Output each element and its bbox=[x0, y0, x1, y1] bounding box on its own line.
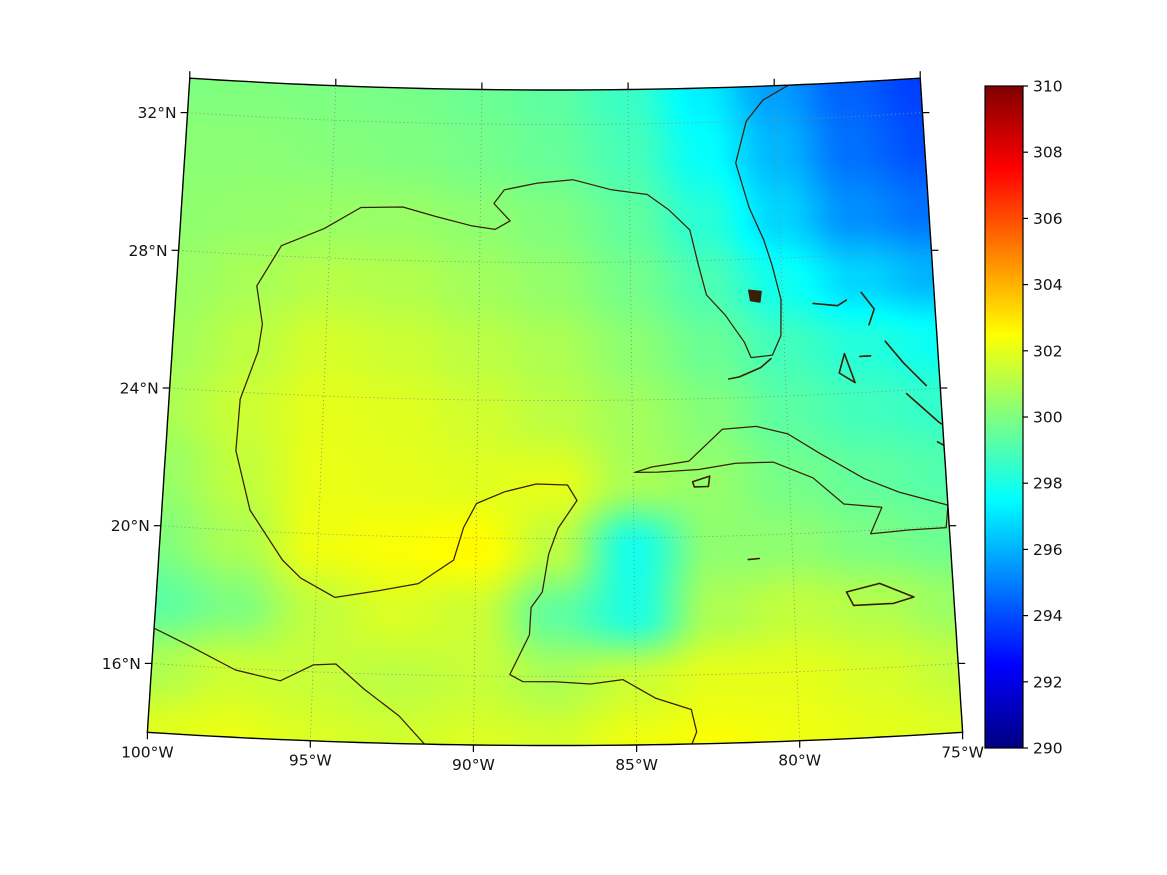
colorbar-tick-label: 302 bbox=[1033, 342, 1063, 360]
colorbar-tick-label: 294 bbox=[1033, 607, 1063, 625]
gridline-meridian bbox=[627, 89, 638, 746]
gridline-parallel bbox=[178, 249, 932, 263]
coastline-jamaica bbox=[845, 582, 915, 607]
coastline-andros bbox=[838, 352, 856, 384]
map-frame bbox=[146, 77, 964, 747]
coastline-lake-okeechobee bbox=[748, 289, 762, 303]
colorbar-tick-label: 308 bbox=[1033, 144, 1063, 162]
gridline-meridian bbox=[773, 85, 801, 741]
coastline-florida-keys bbox=[727, 357, 772, 380]
lon-tick-label: 80°W bbox=[778, 752, 821, 770]
gridline-meridian bbox=[309, 85, 337, 741]
colorbar-bar bbox=[984, 85, 1024, 749]
colorbar-tick-label: 306 bbox=[1033, 210, 1063, 228]
coastline-abaco bbox=[860, 291, 875, 326]
gridline-parallel bbox=[151, 662, 959, 677]
graticule bbox=[147, 78, 963, 746]
lat-tick-label: 16°N bbox=[102, 655, 141, 673]
axis-ticks bbox=[144, 71, 966, 752]
lat-tick-label: 28°N bbox=[129, 242, 168, 260]
coastline-pacific-mexico bbox=[147, 624, 429, 746]
coastlines bbox=[147, 82, 950, 746]
coastline-cayman-islands bbox=[747, 557, 761, 561]
lat-tick-label: 20°N bbox=[111, 517, 150, 535]
gridline-parallel bbox=[169, 387, 941, 401]
gridline-parallel bbox=[187, 112, 923, 125]
colorbar-tick-label: 300 bbox=[1033, 409, 1063, 427]
colorbar-tick-label: 310 bbox=[1033, 78, 1063, 96]
colorbar-tick-label: 290 bbox=[1033, 740, 1063, 758]
coastline-isle-of-youth bbox=[691, 475, 711, 488]
axis-tick-labels: 32°N 28°N 24°N 20°N 16°N 100°W 95°W 90°W 85°W 80°… bbox=[102, 104, 984, 774]
coastline-north-america bbox=[235, 82, 793, 745]
lon-tick-label: 75°W bbox=[941, 743, 984, 761]
colorbar-tick-label: 296 bbox=[1033, 541, 1063, 559]
colorbar-tick-label: 304 bbox=[1033, 276, 1063, 294]
lon-tick-label: 100°W bbox=[121, 743, 174, 761]
coastline-grand-bahama bbox=[812, 299, 848, 307]
gridline-meridian bbox=[472, 89, 483, 746]
colorbar: 310 308 306 304 302 300 298 296 294 292 290 bbox=[984, 78, 1063, 758]
lon-tick-label: 90°W bbox=[452, 756, 495, 774]
lon-tick-label: 95°W bbox=[289, 752, 332, 770]
coastline-new-providence bbox=[859, 355, 872, 358]
coastline-cuba bbox=[633, 425, 949, 535]
lat-tick-label: 24°N bbox=[120, 380, 159, 398]
coastline-eleuthera bbox=[884, 340, 927, 387]
colorbar-tick-label: 292 bbox=[1033, 673, 1063, 691]
lat-tick-label: 32°N bbox=[138, 104, 177, 122]
colorbar-tick-label: 298 bbox=[1033, 475, 1063, 493]
lon-tick-label: 85°W bbox=[615, 756, 658, 774]
